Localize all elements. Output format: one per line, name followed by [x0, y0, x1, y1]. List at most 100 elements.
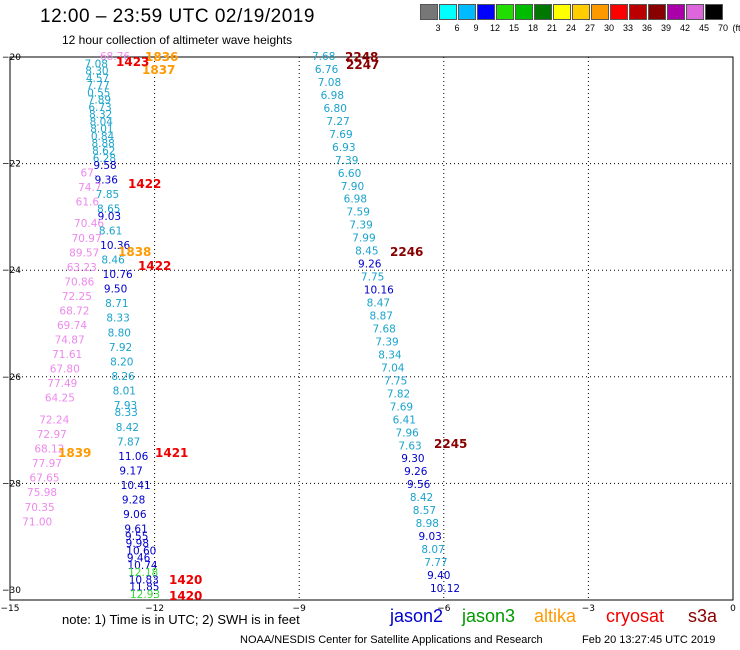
wave-height-value: 75.98 [27, 487, 57, 499]
wave-height-value: 8.47 [367, 298, 390, 310]
wave-height-value: 8.71 [105, 298, 128, 310]
color-scale-unit: (ft) [732, 23, 740, 33]
wave-height-value: 10.16 [364, 285, 394, 297]
color-scale-label: 15 [508, 23, 519, 33]
wave-height-value: 11.06 [118, 451, 148, 463]
wave-height-value: 7.93 [114, 400, 137, 412]
wave-height-value: 63.23 [67, 262, 97, 274]
wave-height-value: 7.59 [347, 207, 370, 219]
wave-height-value: 6.28 [93, 153, 116, 165]
pass-time-label: 1421 [155, 446, 188, 460]
color-swatch [591, 4, 609, 20]
wave-height-value: 70.46 [74, 218, 104, 230]
wave-height-value: 69.74 [57, 320, 87, 332]
wave-height-value: 8.87 [370, 311, 393, 323]
wave-height-value: 7.87 [117, 436, 140, 448]
pass-time-label: 1837 [142, 63, 175, 77]
wave-height-value: 7.96 [395, 427, 419, 439]
wave-height-value: 9.61 [124, 524, 147, 536]
footer-note: note: 1) Time is in UTC; 2) SWH is in fe… [62, 612, 300, 627]
pass-time-label: 1839 [58, 446, 91, 460]
wave-height-value: 71.61 [52, 349, 82, 361]
lat-tick-label: −30 [2, 586, 21, 596]
wave-height-value: 8.32 [89, 109, 112, 121]
wave-height-value: 0.55 [87, 87, 110, 99]
wave-height-value: 9.58 [93, 160, 116, 172]
wave-height-value: 12.93 [130, 589, 160, 601]
wave-height-value: 7.75 [384, 375, 407, 387]
wave-height-value: 10.41 [121, 480, 151, 492]
color-swatch [686, 4, 704, 20]
lon-tick-label: −9 [293, 604, 307, 614]
wave-height-value: 9.26 [404, 466, 428, 478]
axis-tick-labels: −15 −12 −9 −6 −3 0−20−22−24−26−28−30 [1, 53, 737, 614]
wave-height-value: 6.41 [393, 414, 416, 426]
map-title: 12:00 – 23:59 UTC 02/19/2019 [40, 6, 315, 27]
wave-height-value: 8.01 [90, 124, 113, 136]
wave-height-value: 6.73 [88, 102, 111, 114]
color-swatch [553, 4, 571, 20]
wave-height-value: 67. [81, 167, 98, 179]
wave-height-value: 7.77 [86, 80, 109, 92]
lon-tick-label: 0 [730, 604, 736, 614]
wave-height-value: 8.01 [113, 385, 136, 397]
wave-height-value: 64.25 [45, 393, 75, 405]
color-swatch [420, 4, 438, 20]
wave-height-value: 4.57 [86, 73, 109, 85]
lat-tick-label: −20 [2, 53, 21, 63]
wave-height-value: 7.39 [335, 155, 358, 167]
wave-height-value: 7.69 [390, 401, 413, 413]
lat-tick-label: −22 [2, 160, 21, 170]
color-scale-label: 9 [473, 23, 479, 33]
wave-height-value: 8.33 [114, 407, 137, 419]
altimeter-tracks: 68.767.088.304.577.770.557.896.738.328.0… [22, 50, 467, 603]
credit-text: NOAA/NESDIS Center for Satellite Applica… [240, 634, 543, 646]
wave-height-value: 6.98 [344, 194, 367, 206]
wave-height-value: 7.85 [96, 189, 119, 201]
wave-height-value: 7.99 [352, 233, 375, 245]
lat-tick-label: −26 [2, 373, 21, 383]
legend-s3a: s3a [688, 606, 718, 626]
wave-height-value: 8.80 [108, 327, 131, 339]
wave-height-value: 9.56 [407, 479, 431, 491]
color-scale-label: 3 [435, 23, 441, 33]
color-scale-label: 24 [565, 23, 576, 33]
pass-time-label: 1422 [128, 177, 161, 191]
wave-height-value: 72.24 [39, 415, 69, 427]
wave-height-value: 7.39 [349, 220, 372, 232]
map-subtitle: 12 hour collection of altimeter wave hei… [62, 33, 293, 47]
wave-height-value: 7.08 [85, 58, 108, 70]
color-scale-label: 6 [454, 23, 460, 33]
lon-tick-label: −6 [437, 604, 451, 614]
wave-height-value: 8.42 [410, 492, 433, 504]
wave-height-value: 7.92 [109, 342, 132, 354]
wave-height-value: 8.30 [85, 66, 108, 78]
pass-time-label: 1422 [138, 259, 171, 273]
wave-height-value: 0.84 [91, 131, 115, 143]
wave-height-value: 70.97 [72, 233, 102, 245]
wave-height-value: 9.28 [122, 494, 145, 506]
wave-height-value: 10.74 [128, 560, 158, 572]
wave-height-value: 74.7 [78, 182, 101, 194]
wave-height-value: 10.12 [430, 583, 460, 595]
wave-height-value: 7.08 [318, 77, 341, 89]
map-grid [10, 57, 733, 600]
wave-height-value: 9.17 [119, 465, 142, 477]
pass-time-label: 2248 [345, 50, 378, 64]
color-scale-label: 39 [660, 23, 671, 33]
pass-time-label: 1836 [145, 50, 178, 64]
color-scale-label: 21 [546, 23, 557, 33]
wave-height-value: 7.68 [312, 51, 335, 63]
wave-height-value: 9.03 [98, 211, 121, 223]
pass-time-label: 2247 [346, 58, 379, 72]
wave-height-value: 67.80 [50, 364, 80, 376]
legend-jason3: jason3 [462, 606, 516, 626]
wave-height-value: 8.34 [378, 349, 402, 361]
wave-height-value: 8.98 [416, 518, 439, 530]
wave-height-value: 6.76 [315, 64, 339, 76]
color-swatch [439, 4, 457, 20]
wave-height-value: 8.62 [92, 146, 115, 158]
wave-height-value: 68.76 [100, 51, 130, 63]
wave-height-value: 9.36 [95, 175, 119, 187]
wave-height-value: 7.27 [326, 116, 349, 128]
